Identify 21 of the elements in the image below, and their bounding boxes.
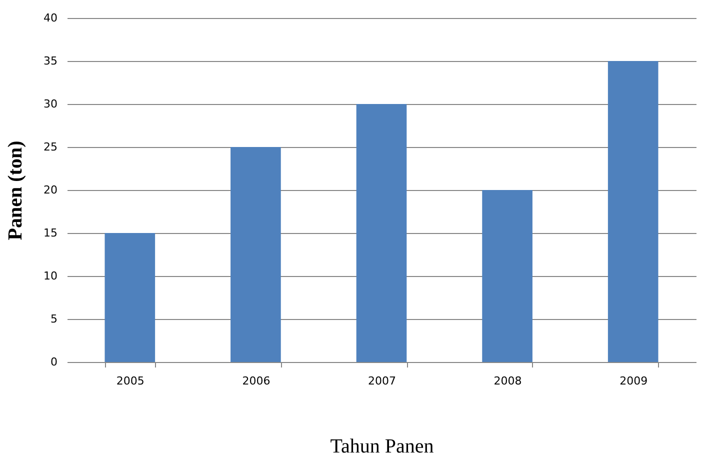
- x-tick-label: 2006: [242, 374, 270, 388]
- y-tick-label: 20: [44, 184, 58, 196]
- x-tick-label: 2005: [116, 374, 144, 388]
- bar: [482, 190, 532, 362]
- y-tick-label: 30: [44, 98, 58, 110]
- y-tick-label: 10: [44, 270, 58, 282]
- x-axis-title: Tahun Panen: [330, 436, 434, 458]
- y-tick-label: 15: [44, 226, 58, 240]
- x-tick-label: 2008: [494, 374, 522, 388]
- x-tick-label: 2009: [620, 374, 648, 388]
- y-tick-label: 5: [50, 312, 58, 326]
- y-tick-label: 25: [44, 140, 58, 154]
- y-tick-label: 40: [44, 12, 58, 24]
- y-axis-title: Panen (ton): [4, 140, 27, 240]
- x-tick-label: 2007: [368, 374, 396, 388]
- bar: [608, 61, 658, 362]
- bar: [356, 104, 407, 362]
- bar: [104, 233, 156, 362]
- bar: [230, 147, 281, 362]
- y-tick-label: 35: [44, 54, 58, 68]
- y-tick-label: 0: [50, 356, 58, 368]
